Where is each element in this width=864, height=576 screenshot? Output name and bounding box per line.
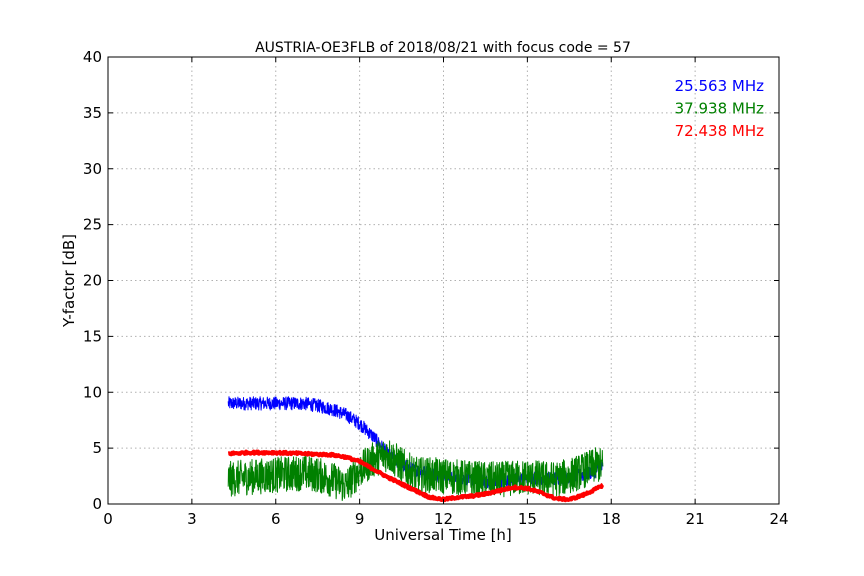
y-tick-label: 25	[83, 216, 102, 234]
x-axis-label: Universal Time [h]	[374, 526, 512, 544]
legend: 25.563 MHz 37.938 MHz 72.438 MHz	[675, 77, 764, 140]
x-tick-label: 21	[686, 510, 705, 528]
x-tick-label: 12	[434, 510, 453, 528]
x-tick-label: 18	[602, 510, 621, 528]
series-line-3	[227, 449, 605, 503]
y-tick-label: 5	[92, 439, 102, 457]
y-axis-label: Y-factor [dB]	[60, 234, 78, 328]
y-tick-label: 30	[83, 160, 102, 178]
series-line-2	[227, 440, 604, 501]
series-lines	[227, 396, 605, 503]
x-tick-label: 0	[103, 510, 113, 528]
axis-ticks: 0 3 6 9 12 15 18 21 24 0 5 10 15 20 25 30 35 40	[83, 48, 789, 528]
y-tick-label: 40	[83, 48, 102, 66]
chart-title: AUSTRIA-OE3FLB of 2018/08/21 with focus …	[255, 40, 631, 56]
y-tick-label: 0	[92, 495, 102, 513]
y-tick-label: 15	[83, 327, 102, 345]
legend-entry-2: 37.938 MHz	[675, 100, 764, 118]
legend-entry-1: 25.563 MHz	[675, 77, 764, 95]
y-tick-label: 20	[83, 272, 102, 290]
y-tick-label: 10	[83, 383, 102, 401]
x-tick-label: 6	[271, 510, 281, 528]
x-tick-label: 24	[769, 510, 788, 528]
x-tick-label: 3	[187, 510, 197, 528]
x-tick-label: 15	[518, 510, 537, 528]
legend-entry-3: 72.438 MHz	[675, 122, 764, 140]
x-tick-label: 9	[355, 510, 365, 528]
y-tick-label: 35	[83, 104, 102, 122]
